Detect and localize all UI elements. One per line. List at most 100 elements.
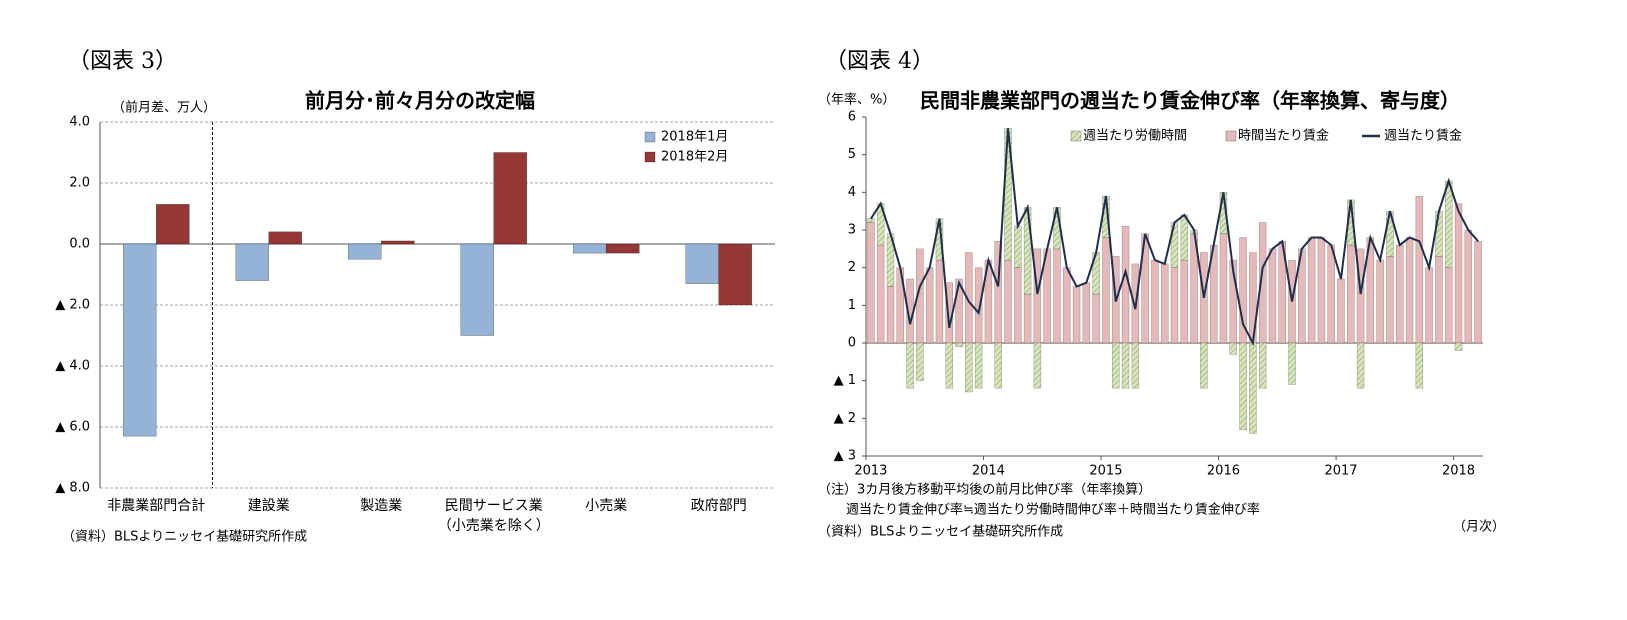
- x-tick-label: 製造業: [360, 498, 403, 514]
- legend-label: 時間当たり賃金: [1238, 128, 1329, 144]
- bar: [935, 259, 944, 344]
- bar: [1102, 237, 1110, 344]
- chart-title: 前月分･前々月分の改定幅: [305, 89, 535, 113]
- x-tick-label: 2015: [1089, 464, 1122, 479]
- bar: [1258, 342, 1267, 389]
- bar: [1063, 267, 1071, 344]
- legend-label: 週当たり労働時間: [1083, 129, 1187, 144]
- y-axis-label: （前月差、万人）: [112, 100, 216, 116]
- bar: [155, 204, 190, 245]
- bar: [1356, 342, 1365, 389]
- bar: [886, 286, 895, 344]
- bar: [1347, 244, 1355, 344]
- bar: [1180, 214, 1189, 261]
- legend-label: 2018年2月: [661, 150, 728, 165]
- x-tick-label: 2018: [1442, 464, 1475, 479]
- bar: [1092, 293, 1100, 344]
- bar: [955, 342, 963, 348]
- bar: [867, 222, 875, 344]
- bar: [1121, 342, 1130, 389]
- bar: [1170, 267, 1179, 344]
- bar: [1337, 278, 1345, 344]
- bar: [1317, 237, 1326, 344]
- bar: [1435, 256, 1443, 344]
- bar: [1307, 237, 1316, 344]
- y-tick-label: 6: [848, 110, 856, 125]
- y-tick-label: 4.0: [69, 115, 90, 130]
- bar: [1415, 342, 1424, 389]
- bar: [1111, 342, 1120, 389]
- bar: [906, 342, 914, 389]
- x-axis-unit: （月次）: [1453, 519, 1505, 535]
- bar: [1014, 267, 1022, 344]
- bar: [994, 342, 1002, 389]
- bar: [1180, 259, 1189, 344]
- bar: [718, 243, 753, 306]
- bar: [1454, 342, 1463, 351]
- bar: [965, 342, 973, 393]
- bar: [1454, 203, 1463, 344]
- legend-swatch: [1225, 130, 1237, 142]
- bar: [867, 218, 875, 223]
- bar: [1033, 342, 1042, 389]
- x-tick-label: 政府部門: [690, 498, 747, 514]
- y-tick-label: 3: [848, 223, 856, 238]
- source-note: （資料）BLSよりニッセイ基礎研究所作成: [818, 525, 1063, 540]
- bar: [916, 342, 924, 381]
- bar: [1229, 342, 1238, 355]
- bar: [347, 243, 382, 260]
- bar: [1474, 241, 1482, 344]
- bar: [1444, 267, 1453, 344]
- y-tick-label: 1: [848, 298, 856, 313]
- x-tick-label: 2014: [972, 464, 1005, 479]
- bar: [235, 243, 270, 281]
- bar: [122, 243, 157, 437]
- y-tick-label: ▲ 4.0: [55, 359, 90, 374]
- bar: [1415, 195, 1424, 344]
- bar: [1151, 259, 1159, 344]
- bar: [1072, 286, 1081, 344]
- bar: [1014, 225, 1022, 268]
- bar: [1405, 237, 1414, 344]
- bar: [1435, 210, 1443, 257]
- y-tick-label: 5: [848, 147, 856, 162]
- bar: [1160, 263, 1169, 344]
- bar: [1219, 233, 1228, 344]
- y-tick-label: 2: [848, 260, 856, 275]
- legend-swatch: [644, 151, 656, 163]
- bar: [1327, 244, 1335, 344]
- chart-title: 民間非農業部門の週当たり賃金伸び率（年率換算、寄与度）: [920, 89, 1460, 113]
- bar: [460, 243, 495, 336]
- bar: [1053, 248, 1061, 344]
- y-tick-label: ▲ 2.0: [55, 298, 90, 313]
- figure-label: （図表 4）: [825, 49, 934, 74]
- figure-label: （図表 3）: [68, 49, 177, 74]
- legend-label: 週当たり賃金: [1384, 128, 1462, 144]
- y-tick-label: 0.0: [69, 237, 90, 252]
- legend-swatch: [1070, 130, 1082, 142]
- legend-swatch: [644, 131, 656, 143]
- bar: [1425, 267, 1433, 344]
- x-tick-label: 2017: [1324, 464, 1357, 479]
- bar: [974, 342, 983, 389]
- bar: [493, 152, 528, 245]
- y-tick-label: ▲ 2: [834, 411, 856, 426]
- bar: [605, 243, 640, 254]
- x-tick-label: 2016: [1207, 464, 1240, 479]
- bar: [1464, 229, 1473, 344]
- bar: [1131, 342, 1140, 389]
- bar: [572, 243, 607, 254]
- x-tick-label: 2013: [854, 464, 887, 479]
- bar: [1288, 342, 1296, 385]
- y-axis-label: （年率、%）: [818, 92, 895, 108]
- note: （注）3カ月後方移動平均後の前月比伸び率（年率換算）: [818, 482, 1151, 498]
- x-tick-label: 民間サービス業 （小売業を除く）: [437, 498, 550, 534]
- x-tick-label: 非農業部門合計: [107, 498, 206, 514]
- bar: [1249, 342, 1257, 434]
- x-tick-label: 小売業: [585, 498, 628, 514]
- y-tick-label: ▲ 8.0: [55, 481, 90, 496]
- bar: [380, 240, 415, 245]
- bar: [1023, 293, 1032, 344]
